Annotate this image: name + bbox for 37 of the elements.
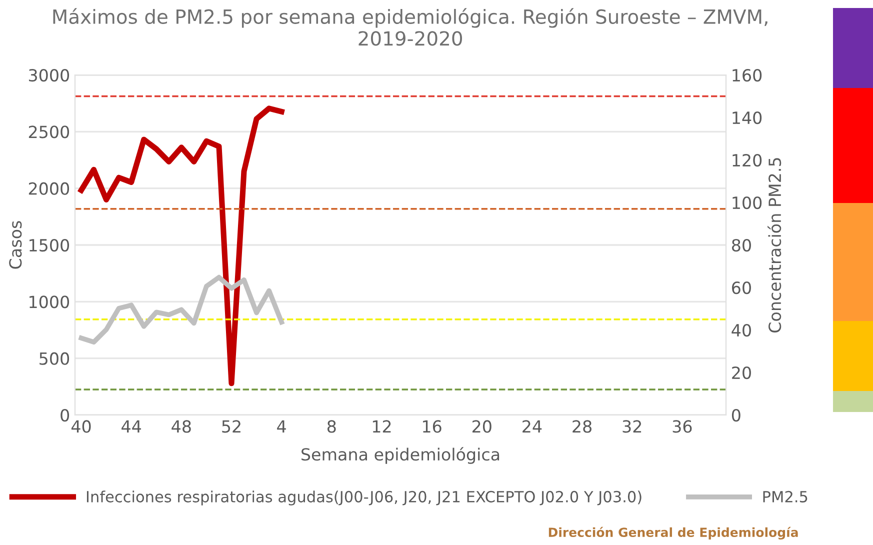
- chart-title: Máximos de PM2.5 por semana epidemiológica. Región Suroeste – ZMVM, 2019-2020: [53, 8, 768, 46]
- y-tick-label: 2000: [28, 182, 70, 195]
- text: Dirección General de Epidemiología: [548, 526, 798, 540]
- x-tick-label: 16: [423, 420, 442, 433]
- x-tick-label: 20: [472, 420, 492, 433]
- y2-axis-title: Concentración PM2.5: [768, 158, 782, 332]
- x-tick-label: 4: [277, 420, 286, 433]
- x-tick-label: 28: [572, 420, 592, 433]
- y2-tick-label: 100: [732, 196, 762, 210]
- y-tick-label: 1000: [30, 296, 70, 308]
- x-tick-label: 52: [222, 420, 240, 433]
- x-tick-label: 40: [71, 420, 91, 433]
- y-tick-label: 3000: [28, 68, 70, 82]
- x-tick-label: 36: [672, 420, 692, 433]
- legend-label: PM2.5: [763, 490, 808, 502]
- x-tick-label: 12: [372, 420, 391, 433]
- legend-label: Infecciones respiratorias agudas(J00-J06, J20, J21 EXCEPTO J02.0 Y J03.0): [86, 490, 642, 506]
- y-tick-label: 0: [60, 408, 70, 422]
- line-series: [78, 274, 284, 345]
- y2-tick-label: 140: [732, 111, 762, 124]
- y2-tick-label: 160: [732, 68, 762, 82]
- x-tick-label: 24: [522, 420, 542, 433]
- y2-tick-label: 20: [732, 366, 751, 380]
- y2-tick-label: 0: [732, 408, 740, 422]
- y2-tick-label: 80: [732, 238, 751, 252]
- y-tick-label: 500: [40, 352, 70, 365]
- x-tick-label: 8: [327, 420, 336, 433]
- y-axis-title: Casos: [9, 221, 22, 269]
- y2-tick-label: 60: [732, 281, 751, 294]
- y2-tick-label: 120: [732, 154, 762, 167]
- x-axis-title: Semana epidemiológica: [302, 447, 500, 464]
- y-tick-label: 2500: [28, 126, 70, 138]
- x-tick-label: 48: [172, 420, 191, 433]
- y2-tick-label: 40: [732, 324, 751, 337]
- x-tick-label: 32: [622, 420, 642, 433]
- y-tick-label: 1500: [30, 238, 70, 252]
- x-tick-label: 44: [122, 420, 142, 433]
